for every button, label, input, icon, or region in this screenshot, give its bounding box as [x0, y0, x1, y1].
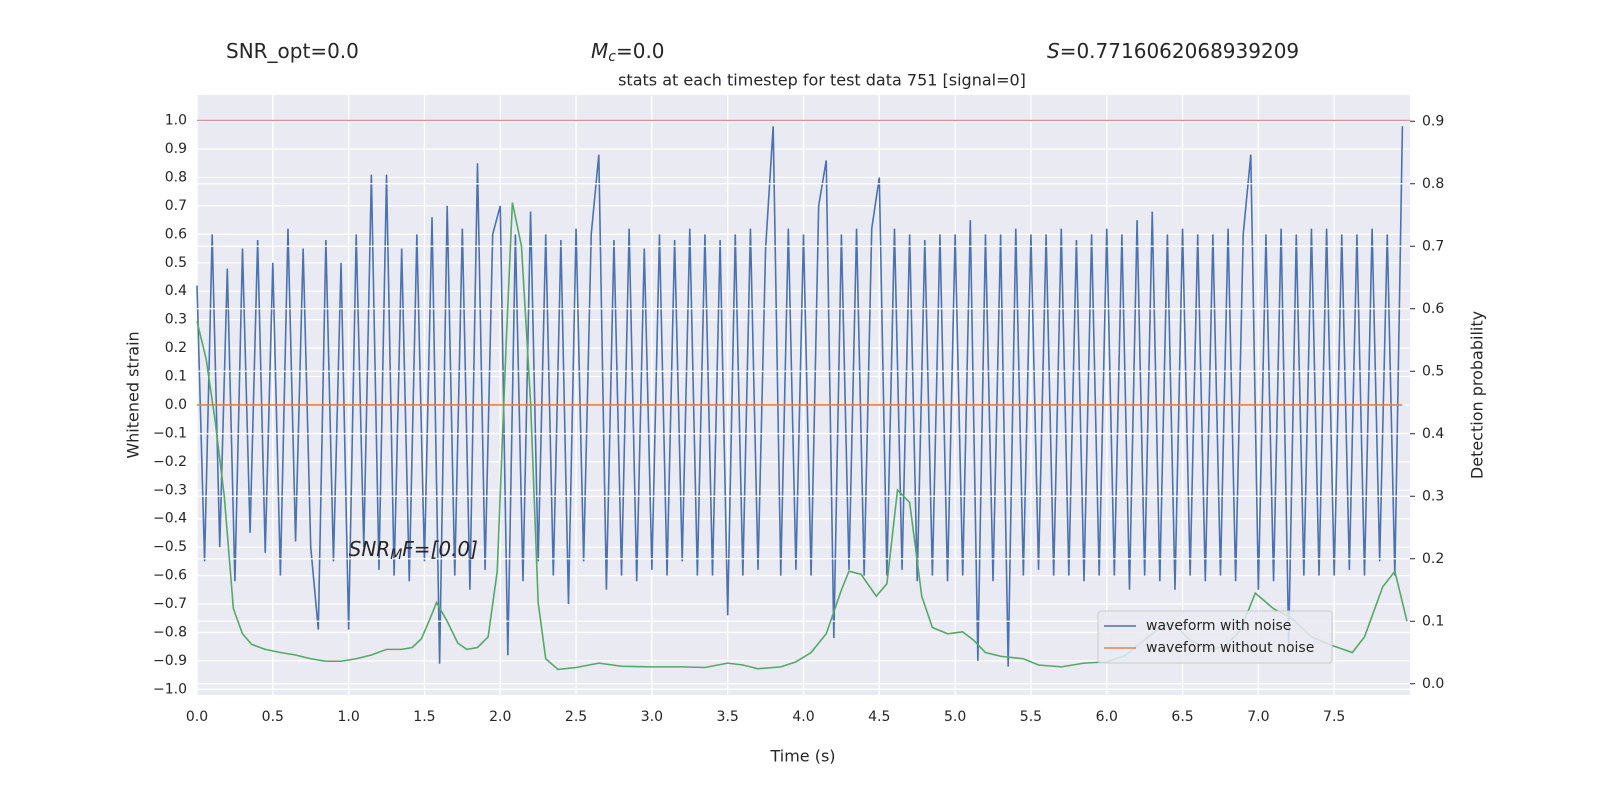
x-tick-label: 2.5: [565, 709, 587, 725]
y-tick-label: 0.7: [165, 198, 187, 214]
text-rest: =0.7716062068939209: [1060, 39, 1299, 63]
y-tick-label: 0.0: [165, 397, 187, 413]
y-tick-label: −0.9: [153, 653, 187, 669]
y-tick-label: −1.0: [153, 681, 187, 697]
y2-axis-label: Detection probability: [1468, 311, 1487, 479]
text-main: SNR_opt=0.0: [226, 39, 359, 63]
y-tick-label: 0.9: [165, 141, 187, 157]
header-text: S=0.7716062068939209: [1047, 39, 1299, 63]
y2-tick-label: 0.2: [1422, 551, 1444, 567]
y2-tick-label: 0.8: [1422, 176, 1444, 192]
y-tick-label: 0.8: [165, 169, 187, 185]
y-tick-label: 0.4: [165, 283, 187, 299]
x-tick-label: 2.0: [489, 709, 511, 725]
y2-tick-label: 0.7: [1422, 238, 1444, 254]
text-main: M: [591, 39, 608, 63]
x-tick-label: 3.5: [717, 709, 739, 725]
legend-box: [1097, 610, 1333, 664]
y2-tick-label: 0.3: [1422, 488, 1444, 504]
text-sub: M: [390, 547, 402, 563]
y2-tick-label: 0.4: [1422, 426, 1444, 442]
x-tick-label: 4.5: [868, 709, 890, 725]
x-tick-label: 5.0: [944, 709, 966, 725]
y-axis-label: Whitened strain: [124, 331, 143, 458]
y-tick-label: −0.8: [153, 624, 187, 640]
y-tick-label: −0.7: [153, 596, 187, 612]
legend-label: waveform with noise: [1146, 618, 1291, 634]
x-tick-label: 0.0: [186, 709, 208, 725]
header-text: SNRMF=[0.0]: [349, 536, 478, 563]
y-tick-label: −0.3: [153, 482, 187, 498]
text-sub: c: [608, 49, 616, 65]
y-tick-label: 0.6: [165, 226, 187, 242]
y-tick-label: 0.3: [165, 312, 187, 328]
y-tick-label: 0.1: [165, 369, 187, 385]
y2-tick-label: 0.0: [1422, 676, 1444, 692]
y-tick-label: 0.5: [165, 255, 187, 271]
x-tick-label: 6.0: [1096, 709, 1118, 725]
y2-tick-label: 0.9: [1422, 113, 1444, 129]
text-main: SNR: [349, 536, 391, 560]
header-text: SNR_opt=0.0: [226, 39, 359, 63]
x-tick-label: 1.0: [337, 709, 359, 725]
text-main: S: [1047, 39, 1060, 63]
y-tick-label: 1.0: [165, 113, 187, 129]
legend-label: waveform without noise: [1146, 640, 1314, 656]
y2-tick-label: 0.5: [1422, 363, 1444, 379]
x-tick-label: 0.5: [262, 709, 284, 725]
y2-tick-label: 0.1: [1422, 613, 1444, 629]
x-tick-label: 7.0: [1247, 709, 1269, 725]
series-line: [196, 126, 1404, 667]
x-tick-label: 4.0: [792, 709, 814, 725]
x-tick-label: 6.5: [1171, 709, 1193, 725]
y-tick-label: 0.2: [165, 340, 187, 356]
y-tick-label: −0.1: [153, 425, 187, 441]
x-tick-label: 5.5: [1020, 709, 1042, 725]
x-tick-label: 3.0: [641, 709, 663, 725]
y-tick-label: −0.4: [153, 511, 187, 527]
chart-title: stats at each timestep for test data 751…: [618, 71, 1026, 90]
y-tick-label: −0.5: [153, 539, 187, 555]
y-tick-label: −0.2: [153, 454, 187, 470]
x-axis-label: Time (s): [769, 747, 835, 766]
text-rest: F=[0.0]: [402, 536, 478, 560]
x-tick-label: 7.5: [1323, 709, 1345, 725]
y2-tick-label: 0.6: [1422, 301, 1444, 317]
y-tick-label: −0.6: [153, 568, 187, 584]
x-tick-label: 1.5: [413, 709, 435, 725]
header-text: Mc=0.0: [591, 39, 665, 66]
text-rest: =0.0: [616, 39, 665, 63]
